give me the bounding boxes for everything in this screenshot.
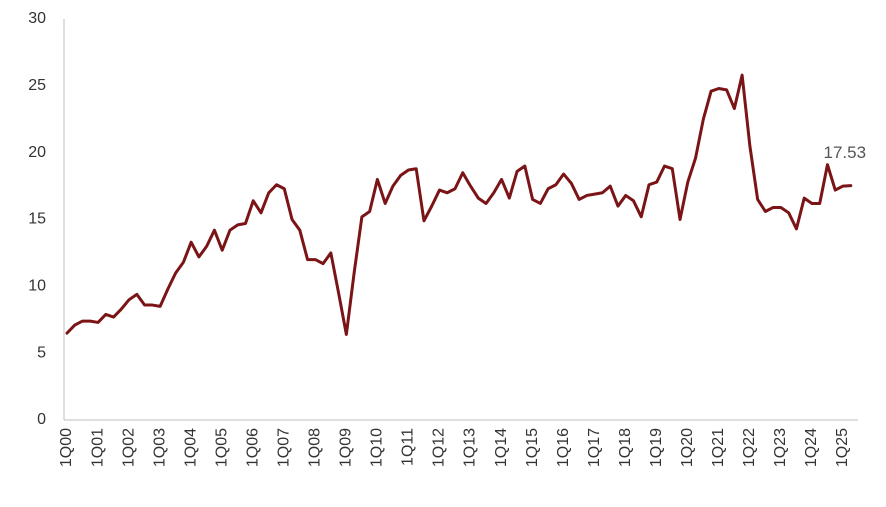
x-tick-label: 1Q25 [834,428,851,467]
x-tick-label: 1Q09 [338,428,355,467]
x-tick-label: 1Q03 [151,428,168,467]
x-tick-label: 1Q00 [58,428,75,467]
x-tick-label: 1Q19 [648,428,665,467]
x-tick-label: 1Q04 [182,428,199,467]
x-tick-label: 1Q05 [213,428,230,467]
y-tick-label: 25 [28,77,46,94]
x-tick-label: 1Q10 [369,428,386,467]
x-tick-label: 1Q12 [431,428,448,467]
x-tick-label: 1Q20 [679,428,696,467]
y-tick-label: 15 [28,211,46,228]
x-tick-label: 1Q18 [617,428,634,467]
annotation: 17.53 [823,143,866,162]
y-tick-label: 20 [28,144,46,161]
x-tick-label: 1Q06 [244,428,261,467]
x-tick-label: 1Q02 [120,428,137,467]
x-tick-label: 1Q13 [462,428,479,467]
x-tick-label: 1Q17 [586,428,603,467]
y-tick-label: 30 [28,10,46,27]
x-tick-label: 1Q08 [307,428,324,467]
x-tick-label: 1Q01 [89,428,106,467]
y-tick-label: 5 [37,344,46,361]
y-tick-label: 0 [37,411,46,428]
x-tick-label: 1Q07 [275,428,292,467]
x-tick-label: 1Q16 [555,428,572,467]
x-tick-label: 1Q24 [803,428,820,467]
x-tick-label: 1Q23 [772,428,789,467]
y-tick-label: 10 [28,278,46,295]
x-tick-label: 1Q15 [524,428,541,467]
data-line [65,73,853,336]
x-tick-label: 1Q14 [493,428,510,467]
x-tick-label: 1Q11 [400,428,417,466]
x-tick-label: 1Q22 [741,428,758,467]
x-tick-label: 1Q21 [710,428,727,467]
